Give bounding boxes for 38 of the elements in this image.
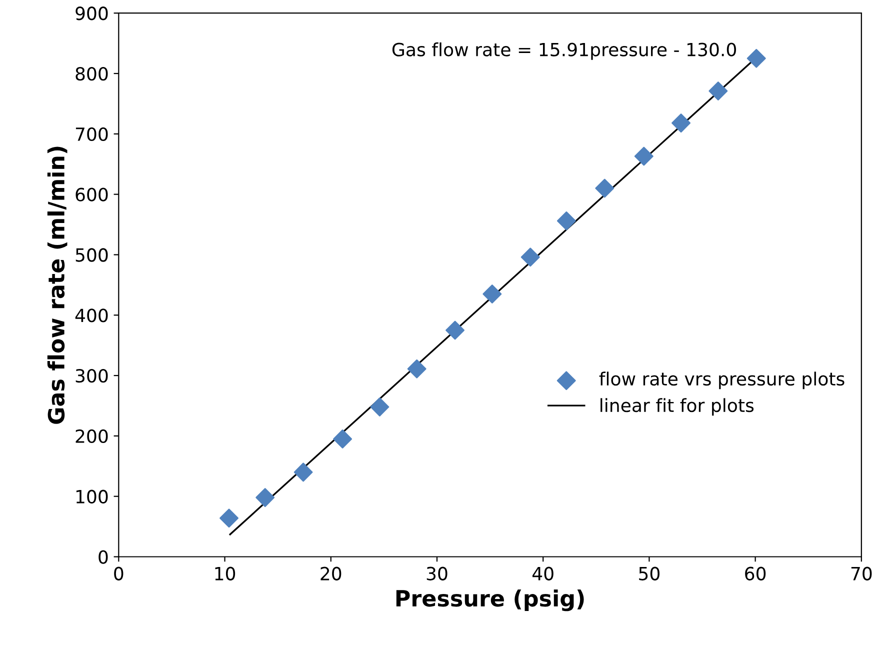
x-tick-label: 70 <box>851 566 872 580</box>
point <box>482 284 502 304</box>
x-tick-label: 20 <box>320 566 342 580</box>
legend-label: flow rate vrs pressure plots <box>599 372 844 390</box>
y-tick-label: 700 <box>76 127 108 142</box>
point <box>294 462 313 482</box>
point <box>256 488 275 508</box>
point <box>708 82 728 100</box>
x-axis-title: Pressure (psig) <box>396 590 584 612</box>
y-tick-label: 900 <box>76 6 108 20</box>
x-tick-label: 0 <box>114 566 124 580</box>
y-tick-label: 400 <box>75 308 108 322</box>
annotation: Gas flow rate = 15.91pressure - 130.0 <box>392 42 736 60</box>
point <box>407 359 426 378</box>
point <box>220 508 238 528</box>
x-tick-label: 60 <box>745 566 766 580</box>
point <box>634 146 654 166</box>
point <box>446 320 465 340</box>
y-tick-label: 200 <box>76 429 108 444</box>
y-tick-label: 500 <box>76 248 108 262</box>
y-tick-label: 600 <box>76 188 108 202</box>
x-tick-label: 50 <box>639 566 660 580</box>
y-tick-label: 100 <box>76 490 108 504</box>
point <box>672 114 691 133</box>
legend-label: linear fit for plots <box>600 398 754 416</box>
point <box>746 48 766 68</box>
y-tick-label: 0 <box>98 550 108 564</box>
point <box>520 248 540 267</box>
point <box>556 211 576 230</box>
x-tick-label: 30 <box>426 566 448 580</box>
y-tick-label: 800 <box>76 66 108 81</box>
x-tick-label: 40 <box>532 566 554 580</box>
y-axis-title: Gas flow rate (ml/min) <box>47 146 68 424</box>
x-tick-label: 10 <box>215 566 236 580</box>
point <box>333 429 352 448</box>
y-tick-label: 300 <box>76 368 108 383</box>
point <box>595 178 614 198</box>
point <box>370 397 390 416</box>
